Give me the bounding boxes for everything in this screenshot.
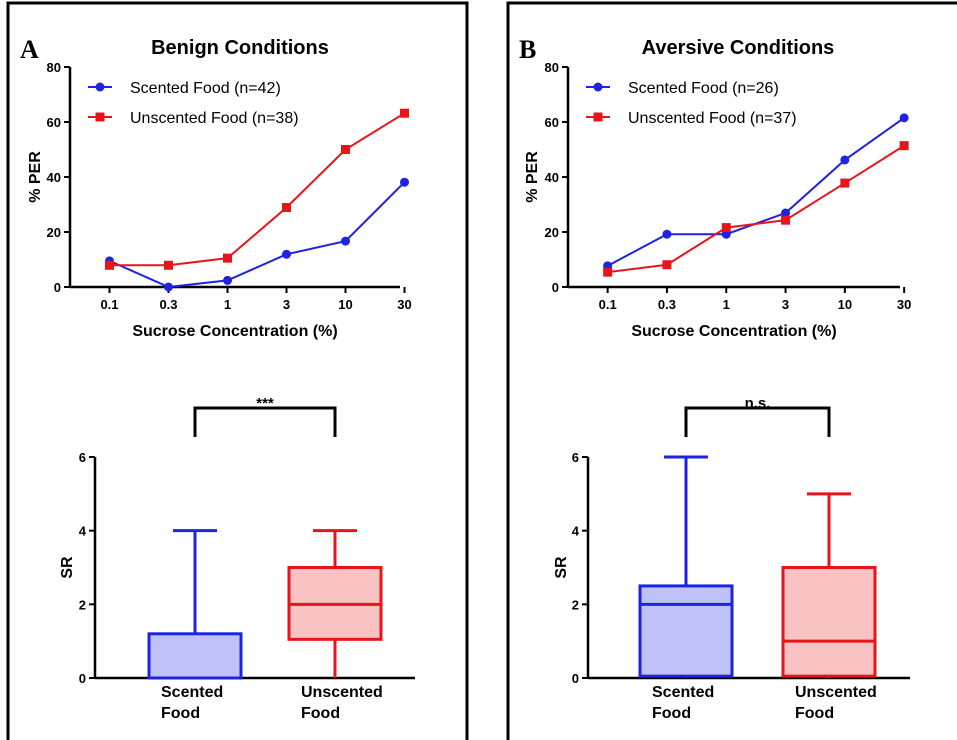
panel-a-box-chart: 0 2 4 6 SR Scented Food Unscented Food ***	[59, 395, 415, 722]
x-tick-label: 1	[723, 297, 730, 312]
panel-a-letter: A	[20, 35, 39, 64]
x-tick-label: 0.1	[599, 297, 617, 312]
y-tick-label: 20	[545, 225, 559, 240]
category-label: Scented	[161, 684, 223, 701]
y-tick-label: 0	[54, 280, 61, 295]
y-tick-label: 80	[545, 60, 559, 75]
y-tick-label: 20	[47, 225, 61, 240]
panel-a-title: Benign Conditions	[151, 37, 329, 59]
data-point	[164, 260, 173, 270]
data-point	[662, 260, 672, 270]
data-point	[223, 275, 232, 285]
legend-label: Scented Food (n=42)	[130, 80, 281, 97]
box	[147, 632, 243, 680]
y-tick-label: 2	[79, 597, 86, 612]
significance-label: n.s.	[745, 395, 771, 412]
panel-b-line-chart: 0 20 40 60 80 0.1 0.3 1 3 10 30 Sucrose Concentrati…	[524, 60, 911, 340]
y-tick-label: 0	[79, 671, 86, 686]
y-tick-label: 60	[545, 115, 559, 130]
significance-bracket	[193, 406, 337, 437]
category-label: Food	[795, 705, 834, 722]
data-point	[781, 208, 791, 218]
box	[781, 566, 877, 678]
panel-b-frame	[506, 1, 957, 740]
data-point	[105, 260, 114, 270]
box	[638, 584, 734, 678]
x-tick-label: 1	[224, 297, 231, 312]
legend-label: Scented Food (n=26)	[628, 80, 779, 97]
x-tick-label: 10	[838, 297, 852, 312]
panel-b-letter: B	[519, 35, 536, 64]
legend-marker	[95, 82, 105, 92]
y-tick-label: 40	[545, 170, 559, 185]
data-point	[781, 215, 791, 225]
x-tick-label: 0.1	[100, 297, 118, 312]
panel-a-line-chart: 0 20 40 60 80 0.1 0.3 1 3 10 30 Sucrose Concentrati…	[27, 60, 412, 340]
category-label: Food	[652, 705, 691, 722]
y-tick-label: 4	[79, 524, 87, 539]
y-tick-label: 6	[572, 450, 579, 465]
legend-marker	[593, 112, 603, 122]
x-tick-label: 30	[897, 297, 911, 312]
legend-label: Unscented Food (n=38)	[130, 110, 299, 127]
legend-marker	[593, 82, 603, 92]
x-tick-label: 30	[397, 297, 411, 312]
series-line	[109, 112, 406, 267]
y-tick-label: 80	[47, 60, 61, 75]
panel-b-box-chart: 0 2 4 6 SR Scented Food Unscented Food n.s.	[553, 395, 910, 722]
data-point	[899, 141, 909, 151]
category-label: Unscented	[301, 684, 383, 701]
data-point	[840, 178, 850, 188]
y-axis-label: % PER	[27, 151, 44, 203]
y-tick-label: 60	[47, 115, 61, 130]
category-label: Food	[161, 705, 200, 722]
data-point	[282, 249, 291, 259]
data-point	[282, 203, 291, 213]
y-tick-label: 4	[572, 524, 580, 539]
data-point	[341, 145, 350, 154]
data-point	[223, 253, 232, 263]
legend-label: Unscented Food (n=37)	[628, 110, 797, 127]
data-point	[662, 229, 672, 239]
x-tick-label: 0.3	[658, 297, 676, 312]
x-axis-label: Sucrose Concentration (%)	[132, 323, 337, 340]
x-tick-label: 10	[338, 297, 352, 312]
series-line	[109, 181, 406, 289]
legend-marker	[95, 112, 105, 122]
series-line	[607, 144, 905, 274]
y-tick-label: 0	[572, 671, 579, 686]
x-tick-label: 3	[782, 297, 789, 312]
x-tick-label: 0.3	[159, 297, 177, 312]
y-tick-label: 2	[572, 597, 579, 612]
data-point	[400, 177, 409, 187]
y-tick-label: 40	[47, 170, 61, 185]
data-point	[400, 108, 409, 118]
data-point	[840, 155, 850, 165]
series-line	[607, 117, 905, 267]
data-point	[164, 282, 173, 292]
category-label: Unscented	[795, 684, 877, 701]
data-point	[603, 267, 613, 277]
y-tick-label: 0	[552, 280, 559, 295]
category-label: Scented	[652, 684, 714, 701]
y-axis-label: SR	[59, 556, 76, 579]
significance-label: ***	[256, 395, 274, 412]
panel-a-frame	[6, 1, 469, 740]
category-label: Food	[301, 705, 340, 722]
panel-b-title: Aversive Conditions	[642, 37, 835, 59]
y-axis-label: SR	[553, 556, 570, 579]
data-point	[341, 236, 350, 246]
significance-bracket	[684, 406, 831, 437]
x-axis-label: Sucrose Concentration (%)	[631, 323, 836, 340]
data-point	[721, 223, 731, 233]
y-axis-label: % PER	[524, 151, 541, 203]
data-point	[899, 113, 909, 123]
y-tick-label: 6	[79, 450, 86, 465]
x-tick-label: 3	[283, 297, 290, 312]
